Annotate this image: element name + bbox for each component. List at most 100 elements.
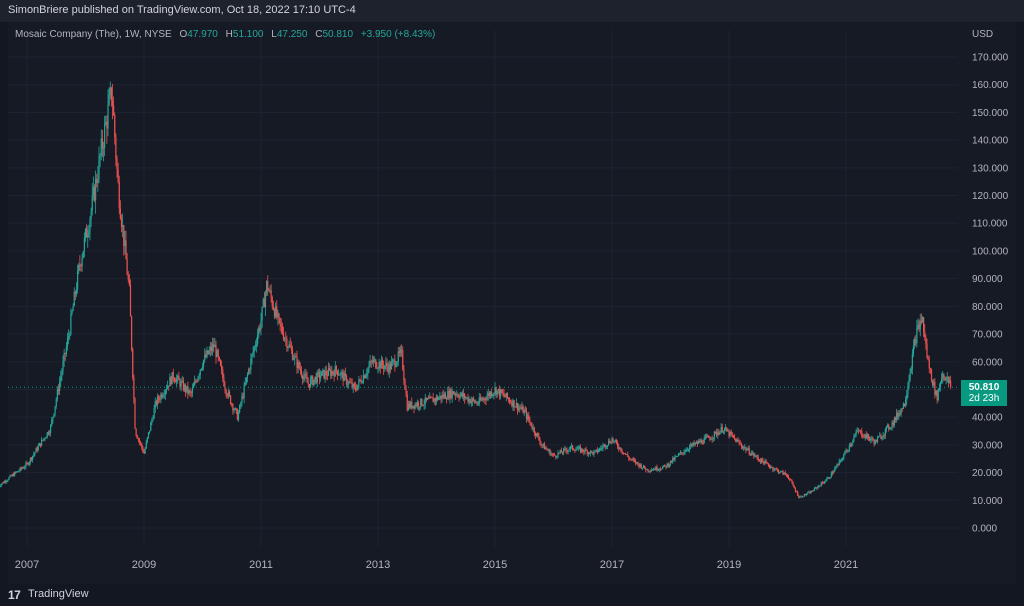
- candle-body: [45, 437, 47, 439]
- candle-body: [476, 402, 478, 405]
- candle-body: [829, 477, 831, 479]
- candle-body: [41, 439, 43, 446]
- candle-body: [150, 422, 152, 431]
- candle-body: [344, 372, 346, 376]
- candle-body: [55, 399, 57, 407]
- candle-body: [709, 437, 711, 440]
- candle-body: [840, 459, 843, 461]
- candle-body: [942, 373, 944, 379]
- candle-body: [939, 382, 942, 388]
- candle-body: [347, 384, 349, 385]
- candle-body: [791, 480, 793, 483]
- candle-body: [235, 408, 237, 411]
- candle-body: [79, 264, 81, 266]
- candle-body: [339, 374, 341, 376]
- candle-body: [531, 426, 533, 429]
- candle-body: [768, 465, 771, 468]
- candle-body: [863, 436, 865, 438]
- candle-body: [498, 388, 501, 397]
- candle-body: [881, 437, 883, 439]
- candle-body: [321, 371, 323, 377]
- candle-body: [387, 366, 389, 373]
- candle-body: [857, 430, 859, 432]
- candle-body: [919, 320, 921, 330]
- candle-body: [754, 455, 756, 457]
- candle-body: [62, 361, 64, 372]
- candle-body: [695, 441, 697, 444]
- candle-body: [380, 359, 382, 369]
- candle-body: [865, 434, 867, 439]
- candle-body: [676, 456, 678, 457]
- candle-body: [757, 457, 759, 460]
- candle-body: [179, 380, 181, 387]
- candle-body: [329, 368, 331, 370]
- candle-body: [438, 397, 440, 400]
- candle-body: [910, 368, 912, 373]
- candle-body: [81, 257, 83, 267]
- candle-body: [617, 443, 619, 447]
- candle-body: [597, 450, 600, 453]
- tradingview-brand[interactable]: TradingView: [28, 588, 89, 600]
- chart-pane[interactable]: [8, 23, 1016, 584]
- candle-body: [578, 446, 580, 448]
- candle-body: [806, 494, 808, 496]
- candle-body: [848, 445, 850, 450]
- candle-body: [486, 396, 488, 401]
- candle-body: [77, 270, 79, 290]
- candle-body: [735, 438, 737, 443]
- candle-body: [289, 344, 291, 348]
- x-tick-label: 2015: [483, 559, 507, 571]
- candle-body: [461, 392, 463, 397]
- candle-body: [491, 392, 493, 397]
- candle-body: [109, 87, 111, 95]
- candle-body: [293, 359, 295, 360]
- candle-body: [290, 347, 292, 350]
- candle-body: [249, 369, 251, 371]
- candle-body: [521, 406, 523, 409]
- candle-body: [599, 448, 601, 451]
- candle-body: [14, 472, 16, 477]
- candle-body: [68, 336, 70, 339]
- candle-body: [399, 349, 402, 353]
- tradingview-logo-icon[interactable]: 17: [8, 588, 21, 602]
- candle-body: [666, 463, 668, 468]
- candle-body: [927, 357, 929, 361]
- candle-body: [127, 274, 129, 280]
- candle-body: [817, 486, 819, 489]
- candle-body: [2, 482, 4, 484]
- candle-body: [662, 466, 664, 470]
- candle-body: [201, 366, 204, 369]
- candle-body: [860, 430, 862, 432]
- x-tick-label: 2009: [132, 559, 156, 571]
- candle-body: [582, 448, 584, 452]
- candle-body: [78, 264, 80, 271]
- candle-body: [728, 430, 730, 437]
- candle-body: [314, 376, 316, 380]
- candle-body: [325, 370, 327, 376]
- candle-body: [320, 376, 322, 379]
- candle-body: [90, 210, 92, 220]
- candle-body: [51, 419, 53, 426]
- candle-body: [600, 448, 602, 450]
- candle-body: [341, 372, 343, 374]
- candle-body: [232, 404, 234, 411]
- candle-body: [212, 344, 214, 351]
- candle-body: [740, 443, 742, 447]
- candle-body: [527, 415, 529, 419]
- candle-body: [97, 179, 99, 183]
- candle-body: [471, 398, 474, 402]
- candle-body: [647, 469, 649, 472]
- candle-body: [749, 454, 751, 456]
- candle-body: [696, 441, 699, 444]
- candle-body: [298, 361, 300, 369]
- candle-body: [487, 392, 489, 397]
- candle-body: [291, 349, 294, 360]
- candle-body: [406, 394, 408, 411]
- y-tick-label: 130.000: [972, 163, 1009, 174]
- candle-body: [332, 371, 334, 373]
- candle-body: [53, 413, 55, 417]
- candle-body: [209, 346, 211, 351]
- candle-body: [774, 468, 776, 470]
- candle-body: [120, 218, 123, 227]
